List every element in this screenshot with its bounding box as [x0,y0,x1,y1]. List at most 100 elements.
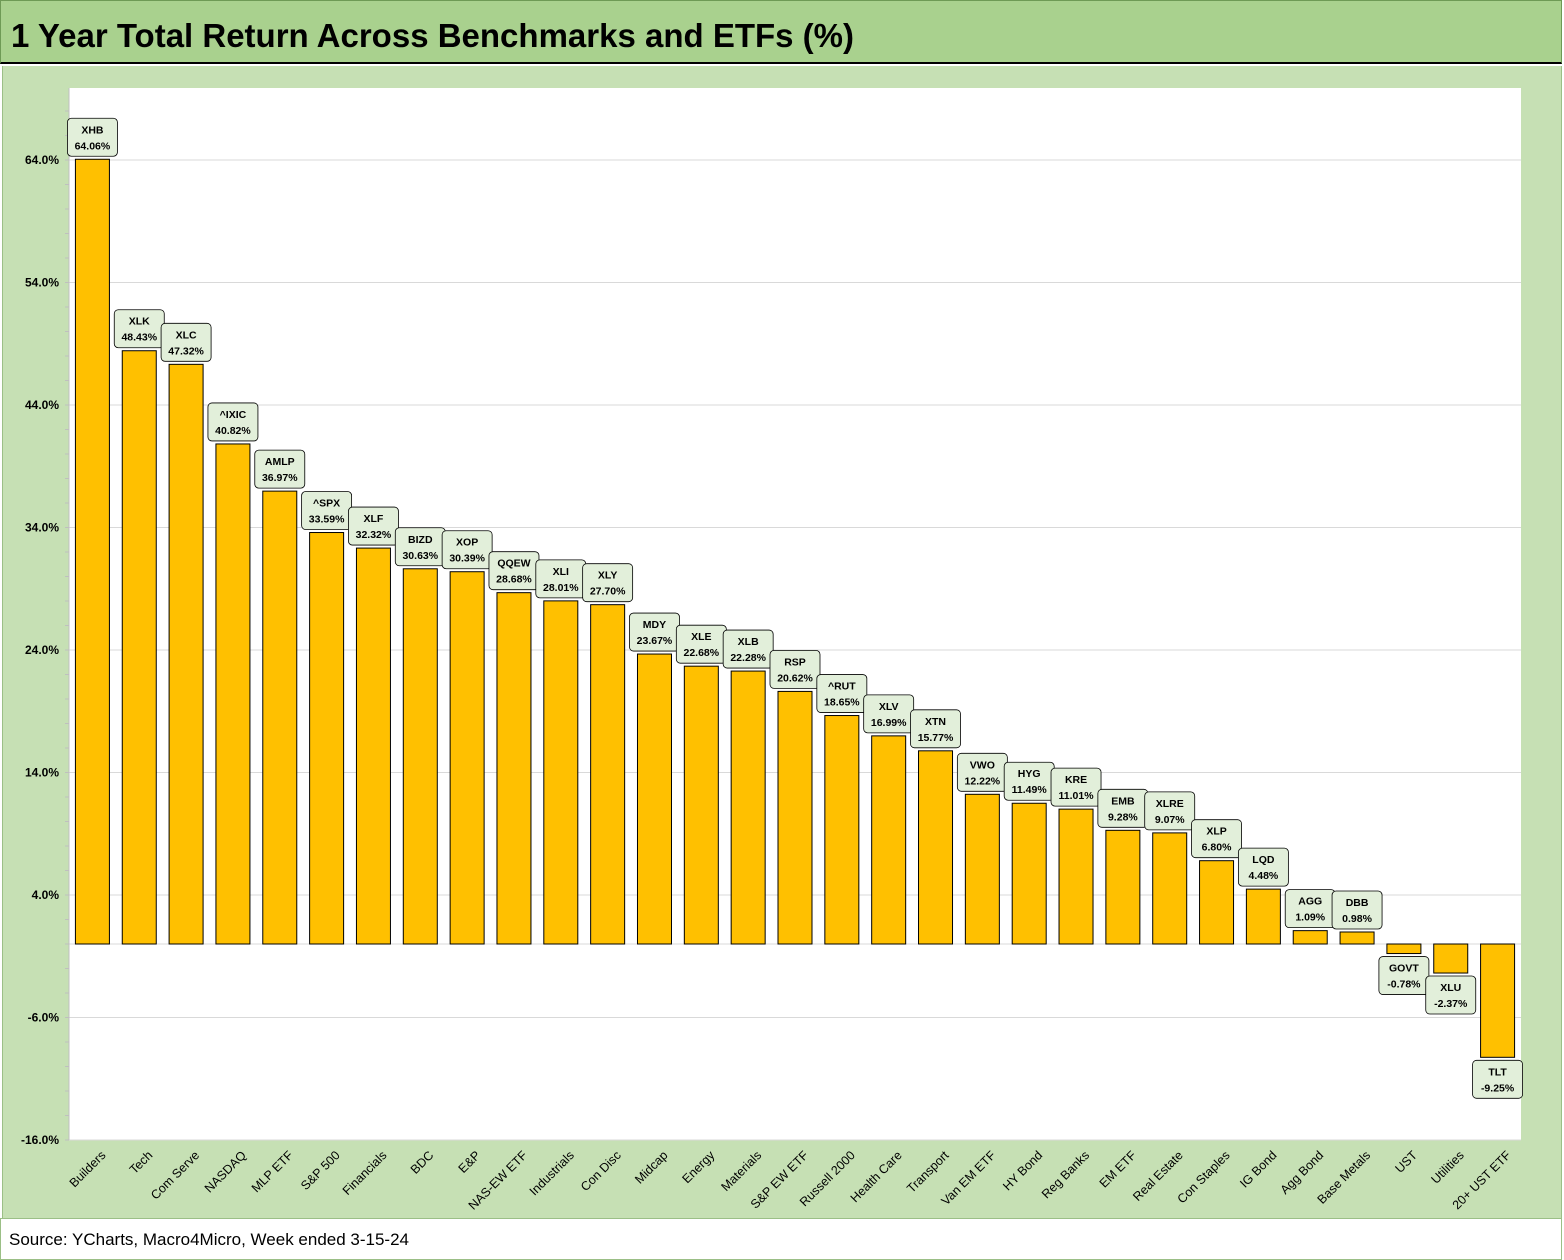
data-label: XLY 27.70% [582,563,634,603]
data-label-value: 32.32% [356,529,392,541]
data-label-ticker: ^SPX [313,498,340,510]
data-label-value: 9.07% [1155,814,1185,826]
y-tick-label: 4.0% [32,888,60,902]
data-label: XHB 64.06% [67,117,118,157]
data-label-value: 64.06% [75,140,111,152]
bar-hyg [1011,802,1047,945]
data-label-ticker: QQEW [497,558,530,570]
y-tick-label: -6.0% [28,1011,60,1025]
data-label: XLRE 9.07% [1144,791,1196,831]
x-tick-label: Tech [127,1148,156,1177]
bar-govt [1386,943,1422,955]
data-label-value: 28.01% [543,582,579,594]
data-label: ^IXIC 40.82% [207,402,259,442]
data-label-box [1472,1059,1523,1099]
bar-xlu [1433,943,1469,974]
y-tick-label: 54.0% [25,276,59,290]
data-label-value: 9.28% [1108,811,1138,823]
bar-xly [590,604,626,945]
x-tick-label: S&P 500 [298,1148,343,1193]
x-tick-label: EM ETF [1097,1148,1140,1191]
bar-xlc [168,363,204,945]
data-label: XLF 32.32% [348,506,399,546]
data-label: BIZD 30.63% [394,527,446,567]
data-label-value: 0.98% [1342,913,1372,925]
bars [74,158,1516,1058]
y-tick-label: 34.0% [25,521,59,535]
data-label-ticker: ^IXIC [220,409,247,421]
bar-qqew [496,592,532,945]
title-bar: 1 Year Total Return Across Benchmarks an… [0,0,1562,64]
x-tick-label: NASDAQ [202,1148,249,1195]
bar-xlf [355,547,391,945]
bar-lqd [1245,888,1281,945]
x-tick-label: E&P [456,1148,484,1176]
data-label: AGG 1.09% [1284,889,1336,929]
bar-xli [543,600,579,945]
data-label-value: 28.68% [496,574,532,586]
data-label: GOVT -0.78% [1378,956,1430,995]
y-tick-label: -16.0% [21,1133,59,1147]
data-label-ticker: EMB [1111,795,1135,807]
data-label-value: 47.32% [168,345,204,357]
x-tick-label: HY Bond [1000,1148,1045,1193]
data-label: XOP 30.39% [441,530,493,570]
data-label: LQD 4.48% [1237,847,1289,887]
y-tick-label: 24.0% [25,643,59,657]
data-label: QQEW 28.68% [488,551,540,591]
data-label: XLP 6.80% [1191,819,1242,859]
bar-bizd [402,568,438,945]
data-label-ticker: KRE [1065,774,1087,786]
x-tick-label: Com Serve [148,1148,202,1202]
data-label-value: 22.28% [730,652,766,664]
x-tick-label: MLP ETF [249,1148,296,1195]
bar-dbb [1339,931,1375,945]
data-label-value: 23.67% [637,635,673,647]
y-axis: 64.0% 54.0% 44.0% 34.0% 24.0% 14.0% 4.0% -6.0% -… [21,88,70,1147]
data-label-box [910,709,961,749]
data-label-ticker: GOVT [1389,963,1419,975]
data-label-ticker: XHB [81,124,104,136]
data-label-box [1237,847,1289,887]
bar-tlt [1480,943,1516,1058]
data-label-box [441,530,493,570]
bar-xlre [1152,832,1188,945]
data-label-box [1378,956,1430,995]
bar-vwo [964,793,1000,945]
data-label-ticker: MDY [643,619,666,631]
y-tick-label: 14.0% [25,766,59,780]
data-label-value: 12.22% [965,775,1001,787]
data-label-box [1191,819,1242,859]
data-label-box [722,629,774,669]
data-label: XLC 47.32% [160,322,212,362]
bar-xtn [918,750,954,945]
data-label-ticker: XLF [364,513,384,525]
data-label: TLT -9.25% [1472,1059,1523,1099]
x-tick-label: Agg Bond [1278,1148,1327,1197]
data-label: XLK 48.43% [113,309,165,349]
data-label-ticker: XOP [456,537,478,549]
data-label-box [254,449,306,489]
bar-ixic [215,443,251,945]
data-label: RSP 20.62% [769,650,821,689]
x-tick-label: IG Bond [1237,1148,1279,1190]
data-label-ticker: XLRE [1156,798,1184,810]
bar-xlp [1199,860,1235,945]
data-label-value: 22.68% [684,647,720,659]
data-label-value: -9.25% [1481,1082,1515,1094]
data-label: XTN 15.77% [910,709,961,749]
data-label-ticker: XLP [1206,826,1226,838]
bar-xop [449,571,485,945]
bar-xlk [121,350,157,945]
bar-rsp [777,690,813,945]
bar-xhb [74,158,110,945]
data-label-box [1331,890,1383,930]
x-tick-label: Builders [67,1148,109,1190]
y-tick-label: 44.0% [25,398,59,412]
data-label-value: 27.70% [590,586,626,598]
bar-xle [683,665,719,945]
bar-rut [824,715,860,945]
data-label-box [1144,791,1196,831]
